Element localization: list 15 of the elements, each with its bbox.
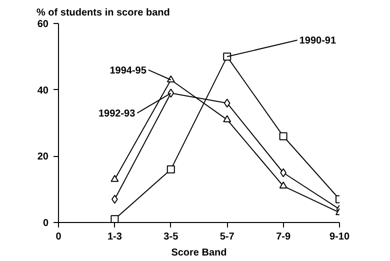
text: 1990-91 xyxy=(299,36,336,47)
x-tick-label: 5-7 xyxy=(220,232,235,242)
y-tick-label: 0 xyxy=(42,218,49,229)
x-tick-label: 1-3 xyxy=(107,232,122,242)
x-tick-label: 7-9 xyxy=(276,232,291,242)
x-tick-label: 9-10 xyxy=(329,232,350,242)
x-tick-label: 3-5 xyxy=(164,232,179,242)
series-label: 1992-93 xyxy=(98,108,136,120)
legend-label: 1994-95 xyxy=(110,65,147,76)
y-tick-label: 40 xyxy=(37,85,49,96)
x-axis-title: Score Band xyxy=(171,248,227,258)
y-tick-label: 20 xyxy=(37,152,49,163)
x-tick-label: 0 xyxy=(56,232,62,242)
y-axis-title: % of students in score band xyxy=(36,8,170,18)
y-tick-label: 60 xyxy=(37,19,49,30)
